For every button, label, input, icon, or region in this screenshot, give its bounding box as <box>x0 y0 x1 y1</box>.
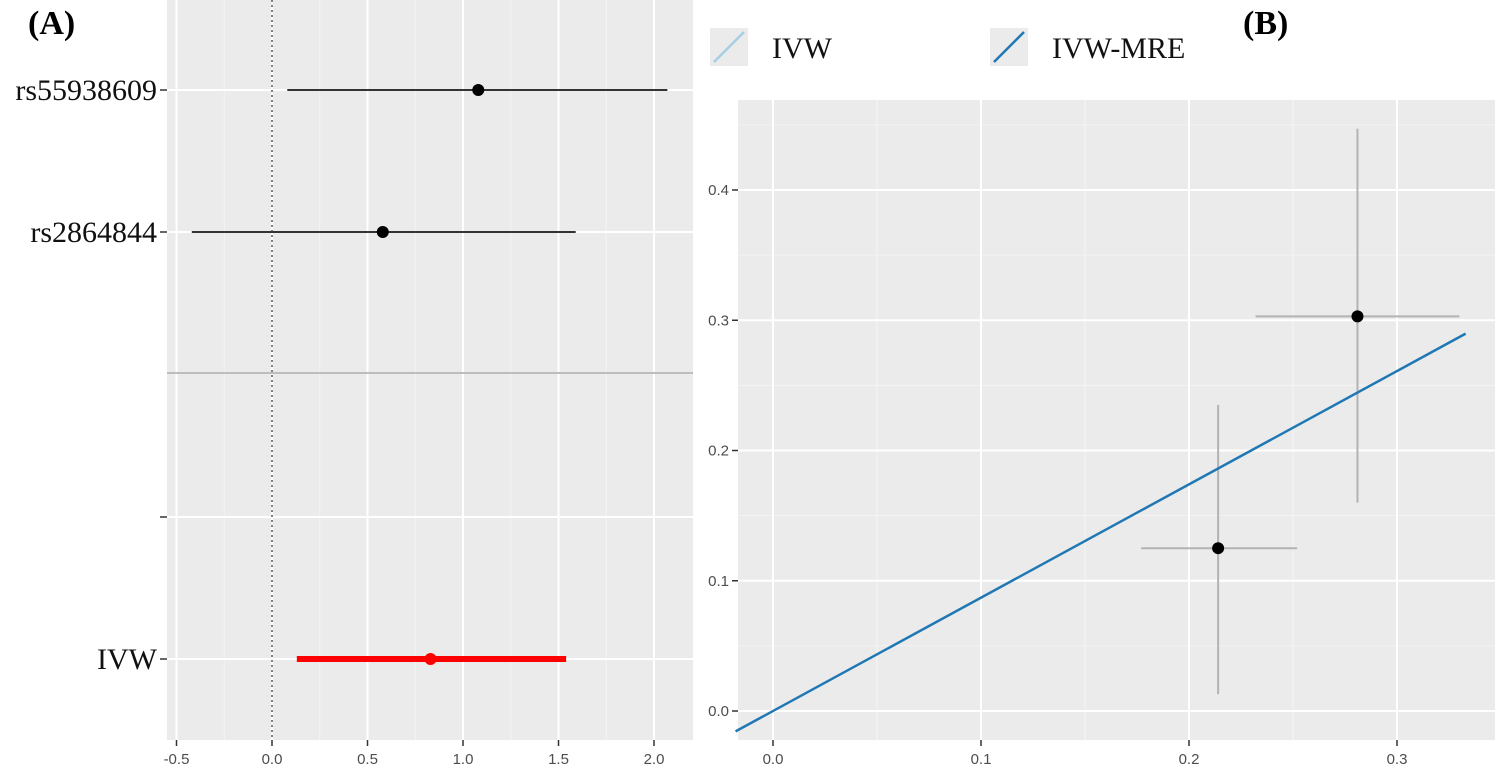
forest-plot-row-labels: rs55938609 rs2864844 IVW <box>15 74 167 676</box>
regression-line-IVW-MRE <box>734 332 1467 733</box>
legend-key-line <box>993 31 1025 63</box>
legend-key-line <box>713 31 745 63</box>
y-tick-label: 0.2 <box>708 443 729 460</box>
forest-plot-marks <box>191 84 668 665</box>
forest-plot-x-ticks: -0.5 0.0 0.5 1.0 1.5 2.0 <box>164 740 665 768</box>
y-tick-label: 0.1 <box>708 573 729 590</box>
estimate-point-IVW <box>424 653 437 665</box>
forest-plot-background <box>167 0 693 740</box>
row-label-IVW: IVW <box>97 643 158 676</box>
x-tick-label: 0.5 <box>357 751 378 768</box>
scatter-plot: IVW IVW-MRE 0.0 0.1 0.2 0.3 0.0 0.1 0.2 0.3 0.4 (… <box>708 5 1495 768</box>
x-tick-label: 2.0 <box>644 751 665 768</box>
scatter-plot-background <box>738 100 1495 740</box>
x-tick-label: -0.5 <box>164 751 190 768</box>
row-label-rs2864844: rs2864844 <box>30 216 157 249</box>
scatter-plot-grid <box>738 100 1495 740</box>
data-point <box>1212 542 1225 555</box>
estimate-point-rs55938609 <box>472 84 485 96</box>
x-tick-label: 0.3 <box>1387 751 1408 768</box>
x-tick-label: 0.0 <box>262 751 283 768</box>
scatter-plot-legend: IVW IVW-MRE <box>710 28 1185 66</box>
scatter-plot-marks <box>734 128 1467 733</box>
legend-label: IVW <box>772 32 833 65</box>
row-label-rs55938609: rs55938609 <box>15 74 157 107</box>
x-tick-label: 0.2 <box>1179 751 1200 768</box>
x-tick-label: 0.0 <box>763 751 784 768</box>
x-tick-label: 1.0 <box>453 751 474 768</box>
panel-label-a: (A) <box>28 5 75 42</box>
y-tick-label: 0.0 <box>708 703 729 720</box>
x-tick-label: 1.5 <box>548 751 569 768</box>
y-tick-label: 0.4 <box>708 182 729 199</box>
panel-label-b: (B) <box>1243 5 1288 42</box>
legend-label: IVW-MRE <box>1052 32 1185 65</box>
y-tick-label: 0.3 <box>708 312 729 329</box>
data-point <box>1351 310 1364 323</box>
x-tick-label: 0.1 <box>971 751 992 768</box>
forest-plot: rs55938609 rs2864844 IVW -0.5 0.0 0.5 1.0 1.5 2… <box>15 0 693 768</box>
estimate-point-rs2864844 <box>376 226 389 238</box>
scatter-plot-ticks: 0.0 0.1 0.2 0.3 0.0 0.1 0.2 0.3 0.4 <box>708 182 1407 768</box>
